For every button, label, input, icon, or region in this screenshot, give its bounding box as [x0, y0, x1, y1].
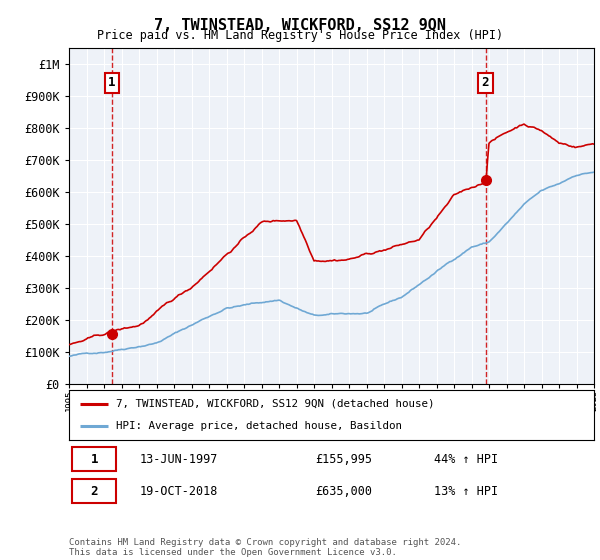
Text: £635,000: £635,000 — [316, 484, 373, 498]
Text: 19-OCT-2018: 19-OCT-2018 — [140, 484, 218, 498]
Text: £155,995: £155,995 — [316, 452, 373, 466]
FancyBboxPatch shape — [71, 447, 116, 472]
Text: HPI: Average price, detached house, Basildon: HPI: Average price, detached house, Basi… — [116, 421, 402, 431]
Text: 13-JUN-1997: 13-JUN-1997 — [140, 452, 218, 466]
Text: 1: 1 — [91, 452, 98, 466]
Text: Price paid vs. HM Land Registry's House Price Index (HPI): Price paid vs. HM Land Registry's House … — [97, 29, 503, 42]
Text: 44% ↑ HPI: 44% ↑ HPI — [434, 452, 498, 466]
Text: Contains HM Land Registry data © Crown copyright and database right 2024.
This d: Contains HM Land Registry data © Crown c… — [69, 538, 461, 557]
Text: 13% ↑ HPI: 13% ↑ HPI — [434, 484, 498, 498]
Text: 1: 1 — [108, 76, 116, 90]
Text: 7, TWINSTEAD, WICKFORD, SS12 9QN (detached house): 7, TWINSTEAD, WICKFORD, SS12 9QN (detach… — [116, 399, 435, 409]
FancyBboxPatch shape — [71, 479, 116, 503]
Text: 2: 2 — [482, 76, 489, 90]
Text: 7, TWINSTEAD, WICKFORD, SS12 9QN: 7, TWINSTEAD, WICKFORD, SS12 9QN — [154, 18, 446, 33]
Text: 2: 2 — [91, 484, 98, 498]
